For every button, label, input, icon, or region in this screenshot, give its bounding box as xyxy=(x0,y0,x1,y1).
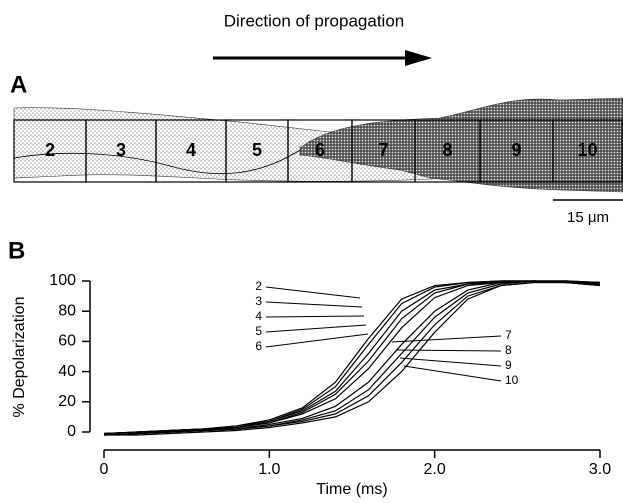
contour xyxy=(13,149,301,175)
x-tick-label: 3.0 xyxy=(589,461,611,478)
leader-line xyxy=(403,365,502,382)
segment-label: 7 xyxy=(378,140,388,160)
series-label: 6 xyxy=(255,339,262,353)
leader-line xyxy=(265,333,369,348)
caption: Direction of propagation xyxy=(224,11,405,30)
leader-line xyxy=(391,335,502,343)
x-tick-label: 2.0 xyxy=(424,461,446,478)
segment-label: 10 xyxy=(577,140,597,160)
y-tick-label: 60 xyxy=(58,333,76,350)
y-tick-label: 100 xyxy=(49,272,76,289)
series-line xyxy=(103,280,601,436)
leader-line xyxy=(265,301,363,308)
series-line xyxy=(103,280,601,436)
series-label: 3 xyxy=(255,294,262,308)
y-tick-label: 20 xyxy=(58,393,76,410)
leader-line xyxy=(265,315,365,318)
leader-line xyxy=(399,357,502,367)
segment-box xyxy=(552,119,623,183)
y-axis-label: % Depolarization xyxy=(11,297,28,418)
segment-label: 9 xyxy=(511,140,521,160)
dark-tissue xyxy=(299,97,623,193)
segment-label: 4 xyxy=(186,140,196,160)
series-line xyxy=(103,280,601,435)
segment-label: 6 xyxy=(315,140,325,160)
series-label: 8 xyxy=(505,343,512,357)
x-tick-label: 1.0 xyxy=(258,461,280,478)
segments: 2 3 4 5 6 7 8 9 10 xyxy=(13,119,623,183)
arrow-head xyxy=(405,50,432,66)
series-label: 5 xyxy=(255,324,262,338)
series-line xyxy=(103,280,601,435)
panel-label: A xyxy=(10,71,27,98)
series-line xyxy=(103,280,600,435)
y-tick-label: 80 xyxy=(58,302,76,319)
y-tick-label: 0 xyxy=(67,423,76,440)
y-tick-label: 40 xyxy=(58,363,76,380)
x-tick-label: 0 xyxy=(100,461,109,478)
x-axis-label: Time (ms) xyxy=(316,481,387,498)
series-line xyxy=(104,281,601,436)
series-label: 10 xyxy=(505,373,519,387)
segment-label: 3 xyxy=(116,140,126,160)
series-line xyxy=(103,281,601,436)
series-label: 2 xyxy=(255,279,262,293)
series-label: 4 xyxy=(255,309,262,323)
series-line xyxy=(103,280,601,436)
leader-line xyxy=(395,349,502,352)
panel-label: B xyxy=(8,237,25,264)
leader-line xyxy=(265,324,367,333)
segment-label: 8 xyxy=(442,140,452,160)
leader-line xyxy=(265,286,361,299)
series-line xyxy=(103,280,601,436)
scale-label: 15 μm xyxy=(567,209,609,226)
series-label: 7 xyxy=(505,328,512,342)
segment-label: 2 xyxy=(45,140,55,160)
series-label: 9 xyxy=(505,358,512,372)
segment-label: 5 xyxy=(252,140,262,160)
